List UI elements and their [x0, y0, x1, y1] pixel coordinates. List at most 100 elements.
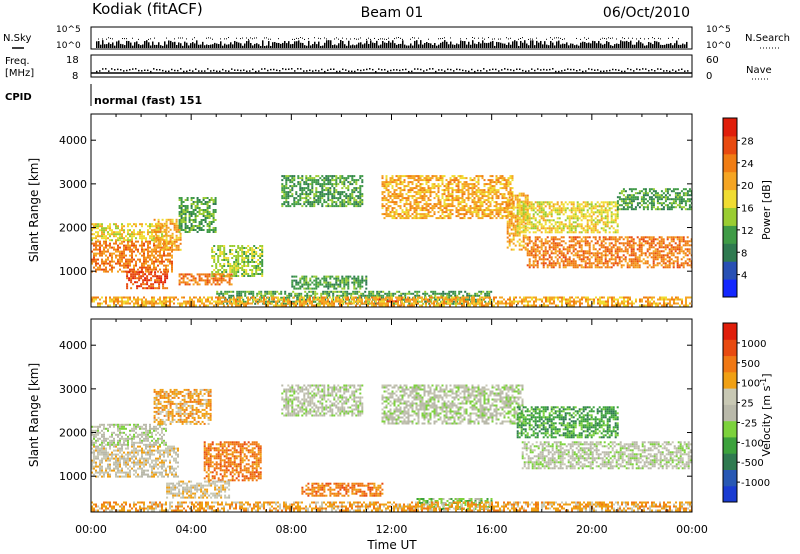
power-cell [580, 264, 583, 267]
power-cell [129, 260, 131, 263]
power-cell [453, 181, 456, 184]
power-cell [475, 189, 478, 192]
power-cell [341, 201, 344, 204]
nave-dot [216, 70, 218, 73]
power-cell [574, 227, 577, 230]
power-cell [514, 232, 517, 235]
power-cell [323, 181, 326, 184]
power-cell [155, 256, 157, 259]
power-cell [501, 217, 504, 220]
power-cell [171, 254, 173, 257]
power-cell [123, 250, 125, 253]
power-cell [163, 246, 166, 249]
noise-search-dot [384, 38, 385, 40]
power-cell [235, 263, 238, 265]
power-cell [105, 262, 107, 265]
power-cell [175, 230, 178, 233]
nave-dot [660, 68, 662, 70]
power-cell [516, 231, 519, 234]
power-cell [385, 179, 388, 182]
power-cell [141, 233, 143, 236]
power-cell [327, 195, 330, 198]
power-cell [409, 215, 412, 218]
power-cell [656, 252, 659, 255]
power-cell [178, 199, 181, 201]
power-cell [604, 260, 607, 263]
noise-bar [546, 44, 548, 48]
power-cell [202, 273, 205, 276]
power-cell [574, 254, 577, 257]
power-cell [151, 239, 153, 242]
power-cell [339, 195, 342, 198]
noise-bar [644, 45, 646, 48]
power-cell [127, 225, 129, 228]
power-cell [602, 209, 605, 212]
power-cell [495, 213, 498, 216]
power-cell [690, 266, 692, 269]
power-cell [584, 225, 587, 228]
power-cell [572, 236, 575, 239]
power-cell [145, 256, 147, 259]
power-cell [584, 201, 587, 204]
power-cell [343, 179, 346, 182]
power-cell [139, 266, 141, 269]
power-cell [602, 238, 605, 241]
noise-search-dot [604, 37, 605, 39]
noise-bar [680, 44, 682, 48]
power-cell [467, 195, 470, 198]
power-cell [421, 209, 424, 212]
power-cell [578, 256, 581, 259]
power-cell [257, 265, 260, 267]
power-cell [564, 266, 567, 269]
power-cell [127, 223, 129, 226]
power-cell [131, 239, 133, 242]
power-cell [648, 246, 651, 249]
power-cell [144, 283, 147, 286]
power-cell [127, 260, 129, 263]
power-cell [218, 279, 221, 282]
power-cell [235, 267, 238, 269]
power-cell [656, 254, 659, 257]
power-cell [604, 250, 607, 253]
power-cell [261, 251, 264, 253]
nave-dot [594, 69, 596, 72]
noise-bar [378, 45, 380, 48]
power-cell [487, 187, 490, 190]
noise-search-dot [552, 38, 553, 40]
power-cell [129, 229, 131, 232]
noise-bar [366, 40, 368, 48]
power-cell [407, 213, 410, 216]
power-cell [688, 252, 691, 255]
power-cell [133, 242, 135, 245]
power-cell [552, 227, 555, 230]
power-cell [566, 264, 569, 267]
power-cell [222, 279, 225, 282]
power-cell [522, 192, 525, 195]
power-cell [355, 205, 358, 208]
power-cell [200, 213, 203, 215]
power-cell [200, 223, 203, 225]
noise-search-dot [550, 37, 551, 39]
power-cell [395, 211, 398, 214]
power-cell [198, 279, 201, 282]
power-cell [646, 260, 649, 263]
power-cell [214, 197, 217, 199]
power-cell [507, 177, 510, 180]
power-cell [167, 268, 169, 271]
power-cell [473, 191, 476, 194]
nave-dot [210, 70, 212, 72]
power-cell [509, 181, 512, 184]
noise-bar [374, 43, 376, 48]
power-cell [501, 201, 504, 204]
noise-bar [176, 45, 178, 48]
power-cell [295, 201, 298, 204]
power-cell [166, 271, 169, 274]
power-cell [688, 258, 691, 261]
power-cell [243, 263, 246, 265]
power-cell [616, 246, 619, 249]
nave-dot [576, 70, 578, 72]
power-cell [598, 231, 601, 234]
power-cell [214, 277, 217, 280]
power-cell [550, 266, 553, 269]
power-cell [475, 203, 478, 206]
